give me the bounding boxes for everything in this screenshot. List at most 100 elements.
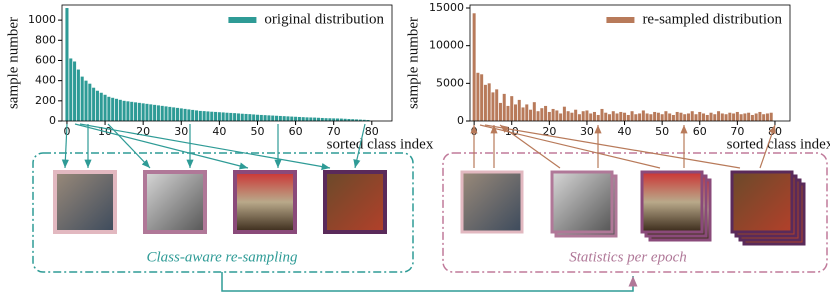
sample-image	[323, 170, 387, 234]
bar	[320, 117, 324, 121]
bar	[544, 105, 548, 121]
x-tick-label: 60	[289, 125, 303, 138]
bar	[324, 118, 328, 121]
bar	[765, 113, 769, 121]
bar	[126, 101, 130, 121]
legend-swatch	[228, 17, 257, 23]
bar	[483, 84, 487, 121]
bar	[506, 105, 510, 121]
bar	[80, 76, 84, 121]
bar	[137, 102, 141, 121]
bar	[754, 113, 758, 121]
bar	[709, 112, 713, 121]
bar	[596, 114, 600, 121]
arrow	[353, 123, 366, 169]
bar	[615, 113, 619, 121]
bar	[559, 113, 563, 121]
bar	[577, 114, 581, 121]
bar	[194, 110, 199, 121]
bar	[358, 119, 362, 121]
bar	[107, 96, 111, 121]
bar	[521, 107, 525, 121]
bar	[547, 111, 551, 121]
x-tick-label: 50	[655, 125, 669, 138]
sample-image	[143, 170, 207, 234]
bar	[114, 98, 119, 121]
legend-swatch	[606, 17, 635, 23]
y-tick-label: 1000	[28, 13, 56, 26]
bar	[611, 111, 615, 121]
bar	[540, 108, 544, 121]
arrow	[484, 124, 741, 169]
bar	[301, 117, 305, 121]
bar	[221, 112, 225, 121]
x-tick-label: 60	[693, 125, 707, 138]
bar	[472, 13, 476, 122]
sample-image	[730, 170, 794, 234]
bar	[294, 116, 298, 121]
bar	[73, 61, 77, 121]
bar	[702, 113, 706, 121]
bar	[149, 104, 153, 121]
bar	[589, 113, 593, 121]
y-tick-label: 400	[35, 74, 56, 87]
bar	[713, 114, 717, 121]
bar	[103, 94, 107, 121]
bar	[252, 114, 256, 121]
bar	[271, 115, 275, 121]
bar	[156, 105, 160, 121]
y-tick-label: 0	[49, 114, 56, 127]
right-box	[442, 152, 828, 273]
bar	[679, 112, 683, 121]
bar	[562, 106, 566, 121]
bar	[99, 92, 103, 121]
bar	[286, 116, 290, 121]
bar	[532, 102, 536, 121]
bar	[668, 113, 672, 121]
bar	[743, 113, 747, 121]
bar	[240, 113, 244, 121]
bar	[671, 114, 675, 121]
x-tick-label: 50	[250, 125, 264, 138]
bar	[187, 109, 191, 121]
bar	[510, 96, 514, 121]
bar	[153, 104, 157, 121]
diagram: Class-aware re-sampling Statistics per e…	[32, 152, 828, 292]
bar	[634, 114, 638, 121]
bar	[724, 114, 728, 121]
bar	[502, 93, 506, 121]
bar	[351, 119, 355, 121]
bar	[92, 87, 96, 121]
bar	[309, 117, 313, 121]
sample-image	[53, 170, 117, 234]
y-tick-label: 600	[35, 53, 56, 66]
bar	[88, 83, 92, 121]
right-label: Statistics per epoch	[569, 249, 686, 265]
bar	[313, 117, 317, 121]
bar	[517, 99, 521, 121]
bar	[566, 111, 570, 121]
bar	[525, 104, 529, 121]
bar	[202, 111, 206, 121]
sample-image	[550, 170, 614, 234]
bar	[683, 114, 687, 121]
bar	[69, 58, 73, 121]
bar	[328, 118, 332, 121]
bar	[122, 100, 126, 121]
bar	[267, 115, 271, 121]
bar	[645, 113, 649, 121]
bar	[225, 112, 229, 121]
bar	[513, 104, 518, 121]
bar	[758, 111, 762, 121]
bar	[649, 114, 653, 121]
bar	[191, 109, 195, 121]
plot-frame	[469, 4, 791, 122]
legend-label: re-sampled distribution	[642, 11, 782, 27]
bar	[592, 111, 596, 121]
bar	[168, 106, 172, 121]
y-tick-label: 10000	[429, 39, 464, 52]
bar	[686, 113, 690, 121]
bar	[574, 109, 578, 121]
bar	[95, 90, 99, 121]
bar	[747, 112, 751, 121]
